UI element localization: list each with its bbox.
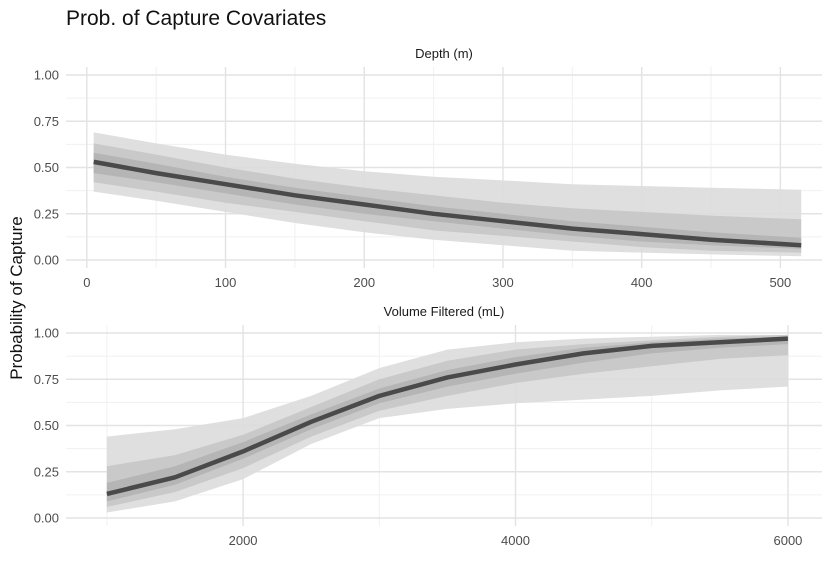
x-tick-label: 0 [83, 275, 90, 290]
y-tick-label: 0.50 [34, 160, 59, 175]
y-tick-label: 0.00 [34, 253, 59, 268]
x-tick-label: 200 [353, 275, 375, 290]
credible-band-outer [106, 334, 788, 513]
y-tick-label: 0.25 [34, 206, 59, 221]
credible-band-middle [106, 334, 788, 507]
x-tick-label: 100 [215, 275, 237, 290]
median-line [106, 336, 789, 497]
y-tick-label: 0.50 [34, 418, 59, 433]
y-tick-label: 1.00 [34, 326, 59, 341]
median-line [93, 159, 802, 248]
panel-strip-label: Depth (m) [415, 46, 473, 61]
y-tick-label: 0.00 [34, 511, 59, 526]
x-tick-label: 4000 [501, 533, 530, 548]
panel-depth: Depth (m) 0.00 0.25 0.50 0.75 1.00 0 100 200 300… [34, 46, 822, 290]
panel-strip-label: Volume Filtered (mL) [384, 304, 505, 319]
x-tick-label: 300 [492, 275, 514, 290]
panel-volume-filtered: Volume Filtered (mL) 0.00 0.25 0.50 0.75 1.0… [34, 304, 822, 548]
y-tick-label: 0.25 [34, 464, 59, 479]
x-tick-label: 2000 [229, 533, 258, 548]
y-tick-label: 0.75 [34, 372, 59, 387]
chart-title: Prob. of Capture Covariates [66, 7, 326, 30]
x-tick-label: 6000 [773, 533, 802, 548]
x-tick-label: 400 [631, 275, 653, 290]
credible-band-middle [93, 143, 802, 253]
y-axis-label: Probability of Capture [7, 216, 26, 379]
y-tick-label: 0.75 [34, 114, 59, 129]
x-tick-label: 500 [770, 275, 792, 290]
y-tick-label: 1.00 [34, 68, 59, 83]
